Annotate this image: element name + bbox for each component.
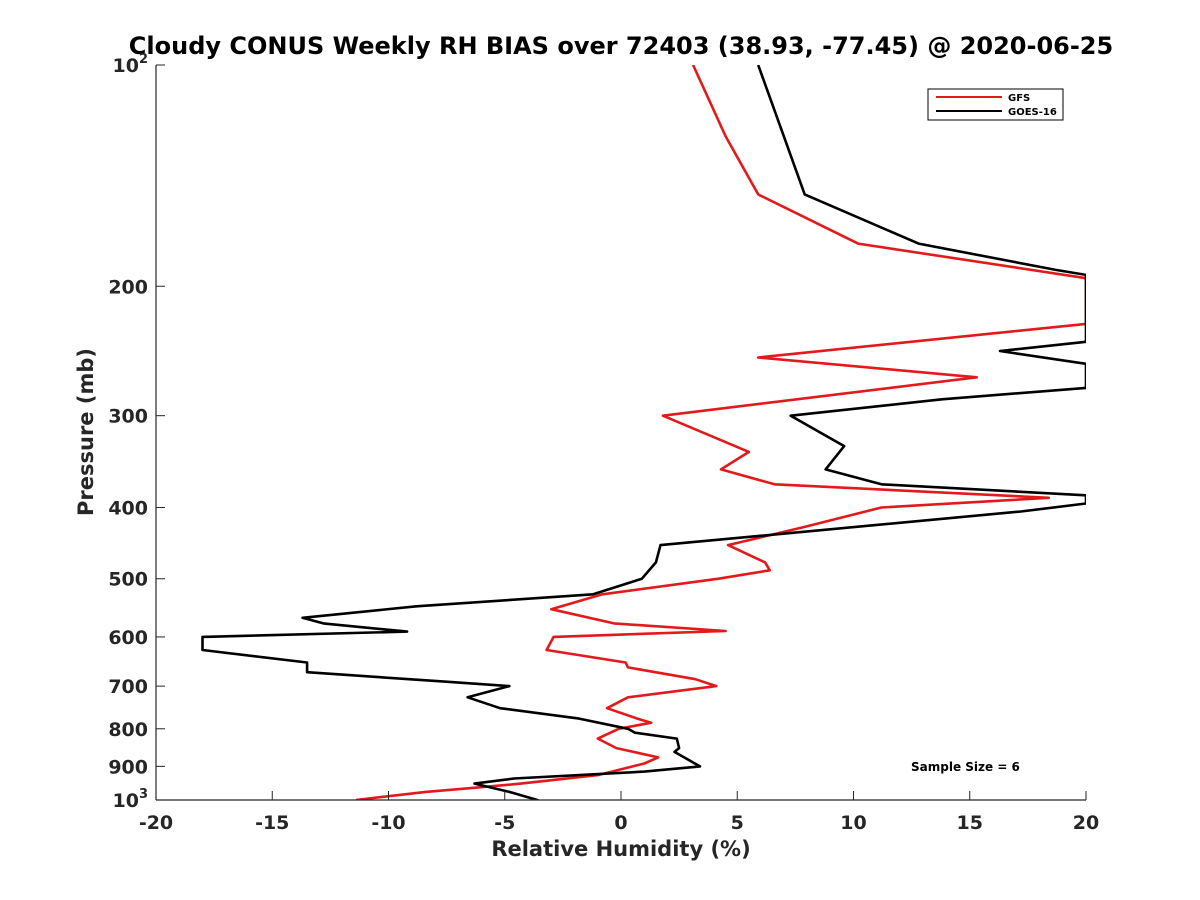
x-tick-label: 10: [840, 812, 866, 834]
legend: GFS GOES-16: [927, 88, 1064, 121]
series-line-gfs: [355, 65, 1086, 800]
series-layer: [201, 65, 1086, 800]
x-tick-label: 20: [1073, 812, 1099, 834]
y-tick-label: 800: [108, 719, 148, 741]
legend-box: [927, 88, 1064, 121]
x-axis-label: Relative Humidity (%): [491, 837, 750, 861]
y-tick-label: 700: [108, 676, 148, 698]
sample-size-annotation: Sample Size = 6: [911, 760, 1020, 774]
y-axis-label: Pressure (mb): [74, 348, 98, 516]
legend-label-gfs: GFS: [1008, 93, 1030, 104]
x-axis-ticks: -20 -15 -10 -5 0 5 10 15 20: [139, 791, 1099, 834]
legend-label-goes-16: GOES-16: [1008, 107, 1057, 118]
x-tick-label: -5: [494, 812, 515, 834]
plot-area: [156, 65, 1086, 800]
y-tick-label: 600: [108, 627, 148, 649]
chart-title: Cloudy CONUS Weekly RH BIAS over 72403 (…: [129, 32, 1113, 60]
x-tick-label: -20: [139, 812, 173, 834]
x-tick-label: -15: [255, 812, 289, 834]
x-tick-label: 15: [957, 812, 983, 834]
y-tick-label: 900: [108, 756, 148, 778]
y-axis-ticks: 102 200 300 400 500 600 700 800 900 103: [108, 52, 165, 812]
y-tick-label: 200: [108, 276, 148, 298]
x-tick-label: 0: [614, 812, 627, 834]
y-tick-label: 500: [108, 569, 148, 591]
y-tick-label: 102: [113, 52, 149, 77]
y-tick-label: 300: [108, 406, 148, 428]
x-tick-label: -10: [371, 812, 405, 834]
y-tick-label: 103: [113, 787, 149, 812]
x-tick-label: 5: [731, 812, 744, 834]
y-tick-label: 400: [108, 498, 148, 520]
series-line-goes-16: [201, 65, 1086, 800]
